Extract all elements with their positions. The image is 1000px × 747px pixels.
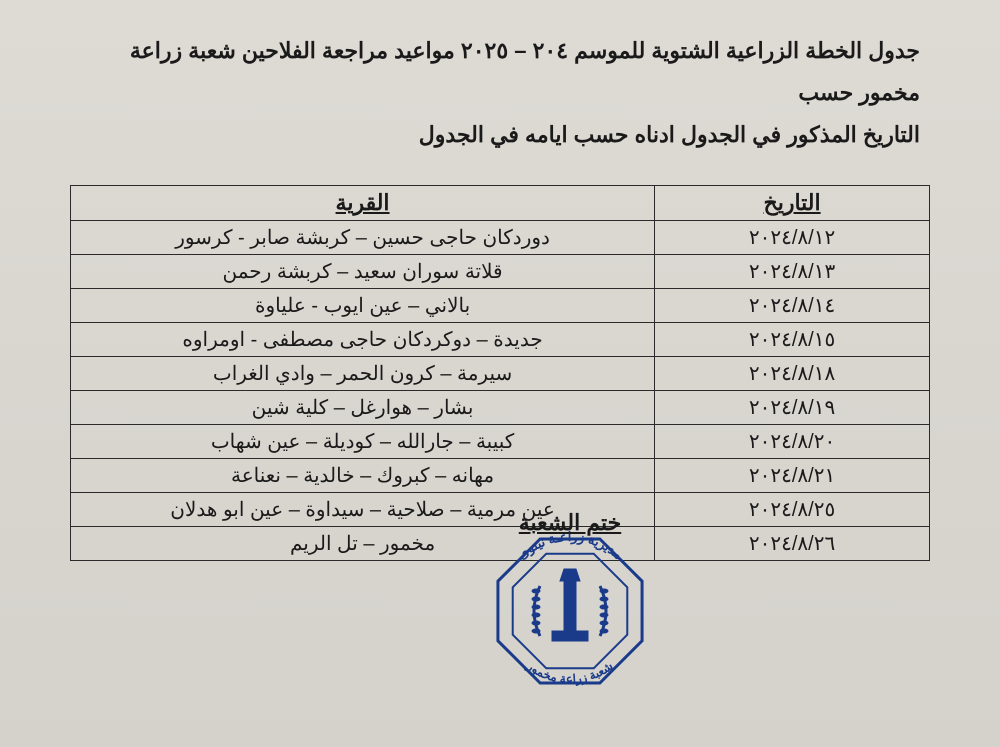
stamp-seal-icon: مديرية زراعـة نينوىشعبة زراعة مخمور (485, 526, 655, 701)
table-header-row: التاريخ القرية (71, 186, 930, 221)
cell-village: بالاني – عين ايوب - علياوة (71, 289, 655, 323)
cell-village: مهانه – كبروك – خالدية – نعناعة (71, 459, 655, 493)
cell-village: قلاتة سوران سعيد – كربشة رحمن (71, 255, 655, 289)
table-row: ٢٠٢٤/٨/١٥جديدة – دوكردكان حاجى مصطفى - ا… (71, 323, 930, 357)
cell-date: ٢٠٢٤/٨/١٨ (655, 357, 930, 391)
stamp-label: ختم الشعبة (440, 510, 700, 536)
cell-village: جديدة – دوكردكان حاجى مصطفى - اومراوه (71, 323, 655, 357)
cell-village: كبيبة – جارالله – كوديلة – عين شهاب (71, 425, 655, 459)
table-row: ٢٠٢٤/٨/١٢دوردكان حاجى حسين – كربشة صابر … (71, 221, 930, 255)
header-date: التاريخ (655, 186, 930, 221)
cell-date: ٢٠٢٤/٨/١٢ (655, 221, 930, 255)
cell-date: ٢٠٢٤/٨/١٤ (655, 289, 930, 323)
document-title: جدول الخطة الزراعية الشتوية للموسم ٢٠٤ –… (70, 30, 930, 155)
stamp-area: ختم الشعبة مديرية زراعـة نينوىشعبة زراعة… (440, 502, 700, 707)
document-page: جدول الخطة الزراعية الشتوية للموسم ٢٠٤ –… (0, 0, 1000, 747)
cell-date: ٢٠٢٤/٨/١٩ (655, 391, 930, 425)
table-row: ٢٠٢٤/٨/١٤بالاني – عين ايوب - علياوة (71, 289, 930, 323)
table-row: ٢٠٢٤/٨/٢١مهانه – كبروك – خالدية – نعناعة (71, 459, 930, 493)
cell-date: ٢٠٢٤/٨/٢١ (655, 459, 930, 493)
table-row: ٢٠٢٤/٨/٢٠كبيبة – جارالله – كوديلة – عين … (71, 425, 930, 459)
table-row: ٢٠٢٤/٨/١٣قلاتة سوران سعيد – كربشة رحمن (71, 255, 930, 289)
title-line-1: جدول الخطة الزراعية الشتوية للموسم ٢٠٤ –… (130, 38, 920, 105)
table-row: ٢٠٢٤/٨/١٨سيرمة – كرون الحمر – وادي الغرا… (71, 357, 930, 391)
cell-date: ٢٠٢٤/٨/٢٠ (655, 425, 930, 459)
cell-date: ٢٠٢٤/٨/١٥ (655, 323, 930, 357)
cell-date: ٢٠٢٤/٨/١٣ (655, 255, 930, 289)
header-village: القرية (71, 186, 655, 221)
cell-village: بشار – هوارغل – كلية شين (71, 391, 655, 425)
title-line-2: التاريخ المذكور في الجدول ادناه حسب ايام… (419, 122, 920, 147)
cell-village: سيرمة – كرون الحمر – وادي الغراب (71, 357, 655, 391)
cell-village: دوردكان حاجى حسين – كربشة صابر - كرسور (71, 221, 655, 255)
table-row: ٢٠٢٤/٨/١٩بشار – هوارغل – كلية شين (71, 391, 930, 425)
